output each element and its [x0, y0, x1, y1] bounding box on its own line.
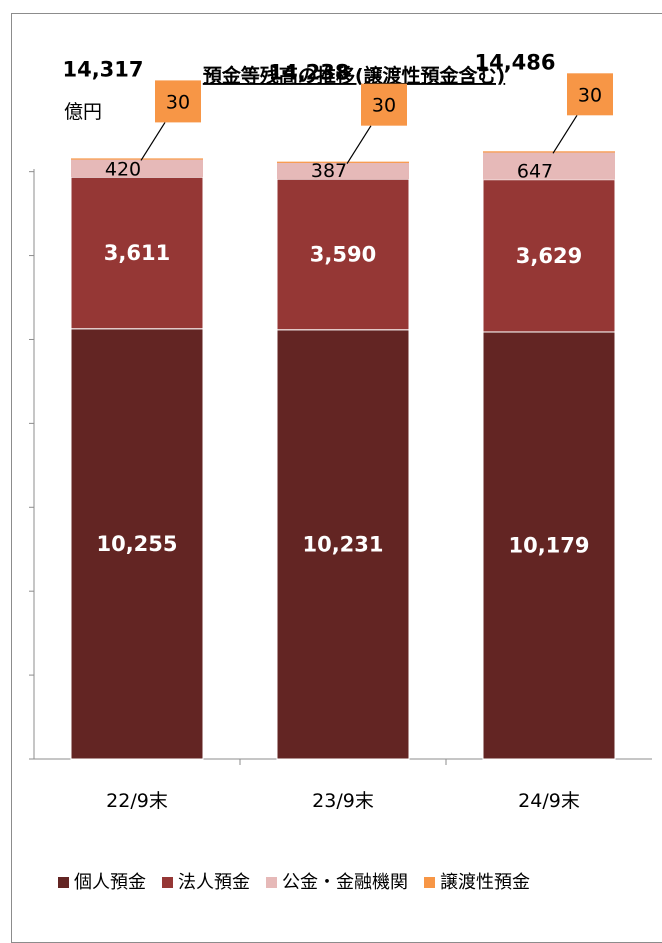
- legend-label: 個人預金: [74, 872, 146, 893]
- bar-segment: [483, 151, 615, 153]
- data-labels: 10,255 3,611 420 30 14,317 10,231 3,590 387 30 14…: [62, 50, 613, 557]
- legend-label: 公金・金融機関: [282, 872, 408, 893]
- bars: [70, 151, 616, 760]
- data-label: 647: [517, 161, 553, 183]
- legend-label: 譲渡性預金: [440, 872, 530, 893]
- legend-label: 法人預金: [178, 872, 250, 893]
- bar-segment: [70, 176, 204, 330]
- chart-svg: 預金等残高の推移(譲渡性預金含む) 億円 10,255 3,611 420 30 14,…: [29, 50, 652, 893]
- x-tick-label: 24/9末: [518, 790, 580, 812]
- data-label: 10,231: [302, 532, 383, 556]
- bar-segment: [277, 162, 409, 180]
- x-tick-label: 23/9末: [312, 790, 374, 812]
- data-label: 420: [105, 158, 141, 180]
- x-tick-label: 22/9末: [106, 790, 168, 812]
- data-label: 3,611: [104, 241, 170, 265]
- data-label: 30: [578, 84, 602, 106]
- bar-segment: [70, 328, 204, 760]
- bar-segment: [482, 331, 616, 760]
- total-label: 14,317: [62, 57, 143, 81]
- data-label: 3,629: [516, 244, 582, 268]
- data-label: 10,255: [96, 532, 177, 556]
- callout-leader: [346, 125, 372, 164]
- legend-swatch: [266, 877, 277, 888]
- bar-segment: [71, 158, 203, 160]
- y-axis-unit-label: 億円: [64, 101, 102, 123]
- bar-segment: [276, 178, 410, 331]
- chart-frame: 預金等残高の推移(譲渡性預金含む) 億円 10,255 3,611 420 30 14,…: [11, 13, 662, 943]
- legend-swatch: [424, 877, 435, 888]
- bar-segment: [277, 161, 409, 163]
- bar-segment: [276, 329, 410, 760]
- data-label: 30: [372, 95, 396, 117]
- total-label: 14,238: [268, 61, 349, 85]
- legend-swatch: [162, 877, 173, 888]
- data-label: 387: [311, 160, 347, 182]
- bar-segment: [482, 179, 616, 333]
- total-label: 14,486: [474, 50, 555, 74]
- callout-box: [567, 73, 613, 116]
- callout-leader: [140, 122, 166, 161]
- callout-leader: [552, 114, 578, 154]
- legend: 個人預金 法人預金 公金・金融機関 譲渡性預金: [58, 872, 530, 893]
- data-label: 30: [166, 91, 190, 113]
- callout-box: [361, 83, 407, 126]
- data-label: 3,590: [310, 242, 376, 266]
- callout-box: [155, 80, 201, 123]
- data-label: 10,179: [508, 533, 589, 557]
- legend-swatch: [58, 877, 69, 888]
- bar-segment: [483, 152, 615, 180]
- x-tick-labels: 22/9末 23/9末 24/9末: [106, 790, 580, 812]
- bar-segment: [71, 159, 203, 178]
- chart-title: 預金等残高の推移(譲渡性預金含む): [203, 64, 505, 87]
